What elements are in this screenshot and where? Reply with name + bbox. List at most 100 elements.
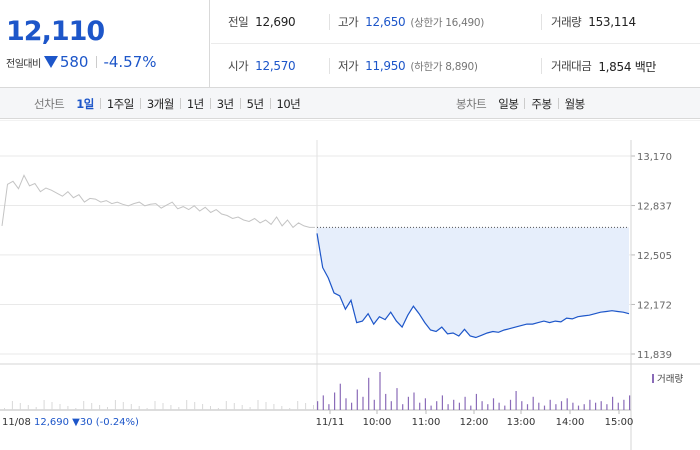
- price-chart[interactable]: 13,170 12,837 12,505 12,172 11,839 거래량 11/11…: [0, 120, 700, 450]
- chart-period-tabs: 선차트 1일 1주일 3개월 1년 3년 5년 10년 봉차트 일봉 주봉 월봉: [0, 88, 700, 119]
- y-tick-label: 12,505: [637, 251, 672, 262]
- volume-bar: [413, 392, 415, 410]
- prev-volume-bar: [107, 407, 108, 410]
- volume-bar: [453, 399, 455, 410]
- volume-legend-label: 거래량: [657, 373, 683, 385]
- prev-day-info: 11/08 12,690 ▼30 (-0.24%): [2, 417, 139, 428]
- volume-bar: [345, 398, 347, 410]
- divider: [239, 98, 241, 109]
- volume-bar: [334, 392, 336, 410]
- volume-bar: [521, 401, 523, 410]
- tab-daily-candle[interactable]: 일봉: [498, 96, 519, 111]
- volume-bar: [577, 405, 580, 410]
- y-tick-label: 11,839: [637, 350, 672, 361]
- divider: [139, 98, 141, 109]
- stat-value: 153,114: [588, 15, 636, 29]
- below-prev-close-fill: [317, 227, 629, 338]
- y-tick-label: 13,170: [637, 152, 672, 163]
- prev-volume-bar: [162, 403, 164, 410]
- volume-bar: [583, 404, 585, 410]
- candle-chart-tabs: 봉차트 일봉 주봉 월봉: [456, 88, 585, 119]
- volume-bar: [555, 404, 557, 410]
- volume-bar: [509, 399, 512, 410]
- volume-bar: [430, 405, 432, 410]
- prev-volume-bar: [122, 402, 124, 410]
- x-tick-label: 10:00: [363, 417, 392, 428]
- stock-summary: 12,110 전일대비 580 -4.57% 전일 12,690 고가 12,6…: [0, 0, 700, 88]
- volume-bar: [532, 396, 534, 410]
- prev-volume-bar: [217, 408, 219, 410]
- prev-volume-bar: [83, 401, 85, 410]
- volume-bar: [606, 404, 608, 410]
- prev-volume-bar: [114, 400, 116, 410]
- divider: [209, 98, 211, 109]
- stats-table: 전일 12,690 고가 12,650 (상한가 16,490) 거래량 153…: [211, 0, 700, 88]
- volume-bar: [560, 401, 563, 410]
- prev-day-date: 11/08: [2, 417, 34, 428]
- stat-upper-limit: (상한가 16,490): [410, 16, 485, 29]
- volume-bar: [424, 398, 426, 410]
- prev-volume-bar: [273, 404, 275, 410]
- prev-volume-bar: [99, 405, 101, 410]
- stat-value: 11,950: [365, 59, 406, 73]
- tab-3years[interactable]: 3년: [216, 96, 234, 111]
- prev-volume-bar: [249, 407, 251, 410]
- prev-volume-bar: [194, 402, 196, 410]
- prev-volume-bar: [178, 407, 180, 410]
- stat-label: 시가: [228, 59, 249, 73]
- volume-bar: [385, 393, 387, 410]
- tab-weekly-candle[interactable]: 주봉: [531, 96, 552, 111]
- volume-bar: [572, 402, 574, 410]
- x-tick-label: 15:00: [605, 417, 634, 428]
- volume-legend-swatch: [652, 374, 654, 383]
- tab-1year[interactable]: 1년: [186, 96, 204, 111]
- stat-volume: 거래량 153,114: [541, 14, 636, 30]
- prev-volume-bar: [138, 406, 140, 410]
- prev-volume-bar: [210, 406, 211, 410]
- prev-volume-bar: [170, 405, 172, 410]
- volume-bar: [402, 404, 404, 410]
- x-tick-label: 12:00: [460, 417, 489, 428]
- volume-bar: [487, 404, 489, 410]
- prev-volume-bar: [257, 400, 259, 410]
- tab-10years[interactable]: 10년: [276, 96, 301, 111]
- prev-volume-bar: [35, 407, 37, 410]
- prev-volume-bar: [225, 401, 227, 410]
- prev-volume-bar: [4, 408, 5, 410]
- prev-volume-bar: [19, 403, 21, 410]
- stat-lower-limit: (하한가 8,890): [410, 60, 478, 73]
- stat-value: 12,650: [365, 15, 406, 29]
- prev-day-price-line: [1, 174, 315, 229]
- tab-monthly-candle[interactable]: 월봉: [564, 96, 586, 111]
- tab-5years[interactable]: 5년: [246, 96, 264, 111]
- tab-3months[interactable]: 3개월: [146, 96, 174, 111]
- price-chart-svg[interactable]: 13,170 12,837 12,505 12,172 11,839 거래량 11/11…: [0, 120, 700, 450]
- x-tick-label: 13:00: [507, 417, 536, 428]
- price-box: 12,110 전일대비 580 -4.57%: [0, 0, 210, 88]
- prev-volume-bar: [27, 405, 29, 410]
- stat-value: 1,854 백만: [598, 59, 657, 74]
- tab-1day[interactable]: 1일: [76, 96, 94, 111]
- volume-bar: [339, 383, 341, 410]
- stats-row: 시가 12,570 저가 11,950 (하한가 8,890) 거래대금 1,8…: [211, 44, 700, 88]
- tab-1week[interactable]: 1주일: [106, 96, 134, 111]
- prev-volume-bar: [43, 400, 45, 410]
- volume-bar: [566, 398, 568, 410]
- y-tick-label: 12,172: [637, 300, 672, 311]
- volume-bar: [498, 402, 500, 410]
- volume-bar: [595, 402, 597, 410]
- volume-bar: [407, 396, 409, 410]
- line-chart-title: 선차트: [34, 96, 65, 111]
- volume-bar: [368, 377, 370, 410]
- volume-bar: [589, 399, 591, 410]
- x-tick-label: 14:00: [556, 417, 585, 428]
- volume-bar: [623, 399, 625, 410]
- change-percent: -4.57%: [103, 53, 157, 71]
- divider: [269, 98, 271, 109]
- volume-bar: [617, 402, 619, 410]
- prev-volume-bar: [202, 404, 204, 410]
- volume-bar: [379, 372, 381, 410]
- today-price-line: [316, 233, 630, 339]
- change-line: 전일대비 580 -4.57%: [6, 53, 157, 71]
- prev-volume-bar: [51, 402, 53, 410]
